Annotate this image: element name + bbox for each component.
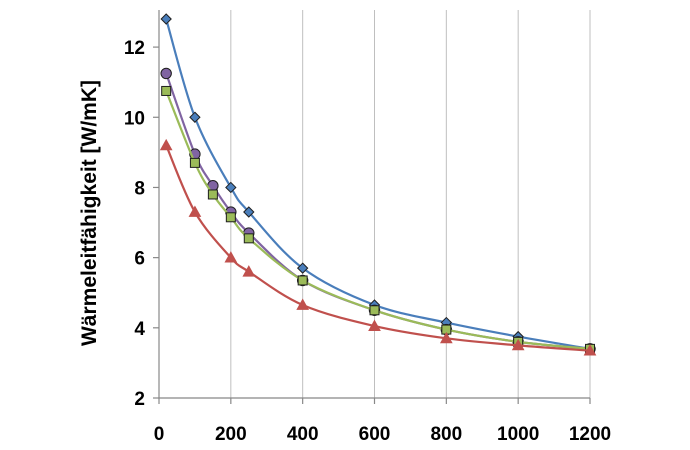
diamond-marker [243, 206, 255, 218]
square-marker [225, 212, 236, 223]
series-diamond [160, 13, 596, 355]
square-marker [297, 275, 308, 286]
triangle-marker [511, 338, 525, 351]
square-marker [243, 233, 254, 244]
triangle-marker [296, 298, 310, 310]
axes [153, 10, 591, 404]
y-tick-label: 6 [134, 249, 145, 270]
diamond-marker [225, 181, 237, 194]
x-tick-label: 800 [430, 424, 462, 445]
gridlines [230, 10, 591, 398]
square-marker [189, 157, 200, 168]
series-square [161, 85, 595, 354]
x-tick-label: 1000 [497, 424, 539, 445]
circle-marker [160, 67, 172, 80]
triangle-marker [242, 265, 256, 277]
y-tick-label: 12 [124, 38, 145, 59]
triangle-marker [583, 344, 597, 356]
square-marker [161, 85, 172, 96]
triangle-marker [224, 251, 238, 263]
triangle-marker [439, 331, 453, 344]
x-tick-label: 400 [287, 424, 319, 445]
diamond-marker [160, 13, 172, 25]
series-line [165, 90, 591, 350]
y-tick-label: 2 [134, 389, 145, 410]
diamond-marker [296, 262, 309, 274]
series-triangle [159, 138, 597, 356]
series-line [165, 144, 591, 352]
diamond-marker [189, 111, 201, 123]
y-tick-label: 8 [134, 178, 145, 199]
x-tick-label: 200 [215, 424, 247, 445]
triangle-marker [188, 205, 202, 217]
triangle-marker [368, 319, 381, 331]
square-marker [207, 189, 218, 200]
y-tick-label: 10 [124, 108, 145, 129]
series [159, 13, 597, 356]
tick-labels: 2 4 6 8 10 12 0 200 400 600 800 1000 1200 [124, 38, 611, 445]
square-marker [369, 305, 380, 316]
x-tick-label: 1200 [569, 424, 611, 445]
y-axis-title: Wärmeleitfähigkeit [W/mK] [78, 80, 101, 346]
x-tick-label: 0 [154, 424, 165, 445]
y-tick-label: 4 [134, 319, 145, 340]
triangle-marker [159, 138, 173, 151]
x-tick-label: 600 [359, 424, 391, 445]
